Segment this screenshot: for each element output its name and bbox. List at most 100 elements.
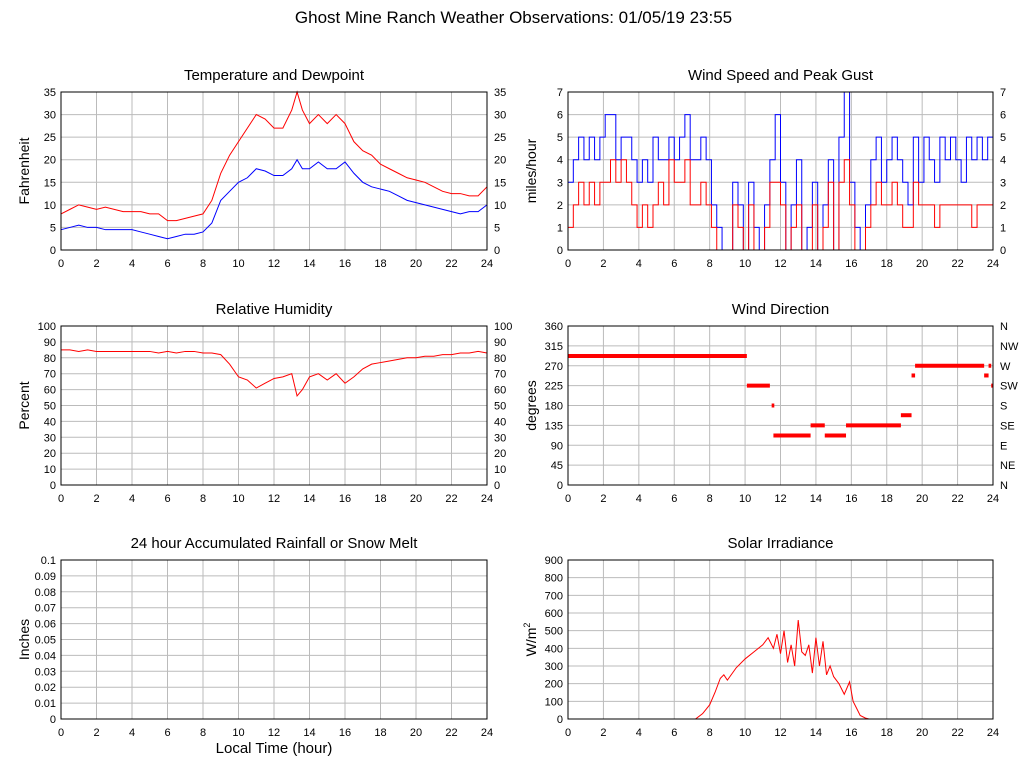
- y-tick-label: 900: [545, 555, 563, 567]
- plot-frame: [60, 559, 488, 720]
- x-tick-label: 24: [481, 493, 493, 505]
- y-tick-label: 0.01: [35, 698, 56, 710]
- y-right-direction-label: NE: [1000, 460, 1015, 472]
- x-tick-label: 22: [445, 727, 457, 739]
- solar-chart: 0 2 4 6 8 10 12 14 16 18 20 22 240100200300400500600…: [522, 535, 999, 739]
- y-tick-label: 0: [557, 245, 563, 257]
- x-tick-label: 8: [200, 727, 206, 739]
- y-tick-label: 300: [545, 661, 563, 673]
- y-tick-label: 15: [44, 177, 56, 189]
- x-tick-label: 4: [129, 493, 135, 505]
- y-tick-label: 225: [545, 381, 563, 393]
- temp-series-0-line: [60, 90, 488, 222]
- plot-frame: [567, 325, 994, 486]
- x-tick-label: 24: [987, 493, 999, 505]
- y-tick-label: 200: [545, 679, 563, 691]
- x-tick-label: 14: [303, 258, 315, 270]
- y-tick-label: 1: [557, 222, 563, 234]
- x-tick-label: 18: [881, 727, 893, 739]
- x-tick-label: 14: [810, 493, 822, 505]
- x-tick-label: 10: [232, 258, 244, 270]
- y-tick-label: 400: [545, 643, 563, 655]
- plot-frame: [567, 91, 994, 251]
- y-right-tick-label: 6: [1000, 110, 1006, 122]
- x-tick-label: 16: [339, 727, 351, 739]
- y-tick-label: 70: [44, 369, 56, 381]
- x-tick-label: 10: [232, 727, 244, 739]
- x-tick-label: 24: [987, 258, 999, 270]
- x-tick-label: 10: [739, 258, 751, 270]
- y-right-tick-label: 1: [1000, 222, 1006, 234]
- x-tick-label: 4: [129, 258, 135, 270]
- y-tick-label: 100: [545, 696, 563, 708]
- x-tick-label: 16: [845, 727, 857, 739]
- y-tick-label: 90: [44, 337, 56, 349]
- y-right-tick-label: 30: [494, 432, 506, 444]
- x-tick-label: 18: [374, 493, 386, 505]
- y-tick-label: 3: [557, 177, 563, 189]
- x-tick-label: 20: [916, 493, 928, 505]
- x-tick-label: 6: [164, 493, 170, 505]
- plot-frame: [60, 91, 488, 251]
- y-axis-label: Fahrenheit: [16, 137, 32, 204]
- y-right-tick-label: 15: [494, 177, 506, 189]
- page-title: Ghost Mine Ranch Weather Observations: 0…: [294, 8, 733, 27]
- x-tick-label: 8: [200, 493, 206, 505]
- y-right-tick-label: 25: [494, 132, 506, 144]
- x-tick-label: 2: [600, 727, 606, 739]
- chart-title: Wind Direction: [732, 301, 830, 318]
- y-tick-label: 180: [545, 401, 563, 413]
- x-tick-label: 0: [565, 493, 571, 505]
- y-tick-label: 30: [44, 432, 56, 444]
- x-tick-label: 12: [774, 258, 786, 270]
- chart-title: 24 hour Accumulated Rainfall or Snow Mel…: [131, 535, 419, 552]
- rain-chart: 0 2 4 6 8 10 12 14 16 18 20 22 2400.010.020.030.040.…: [16, 535, 493, 757]
- x-tick-label: 8: [707, 258, 713, 270]
- x-tick-label: 4: [636, 727, 642, 739]
- y-right-direction-label: E: [1000, 440, 1007, 452]
- y-tick-label: 700: [545, 590, 563, 602]
- y-tick-label: 40: [44, 416, 56, 428]
- y-tick-label: 0: [50, 714, 56, 726]
- y-tick-label: 2: [557, 200, 563, 212]
- y-tick-label: 270: [545, 361, 563, 373]
- y-tick-label: 6: [557, 110, 563, 122]
- chart-title: Wind Speed and Peak Gust: [688, 67, 874, 84]
- y-right-direction-label: N: [1000, 321, 1008, 333]
- y-tick-label: 4: [557, 155, 563, 167]
- x-tick-label: 24: [987, 727, 999, 739]
- x-tick-label: 22: [445, 258, 457, 270]
- y-tick-label: 90: [551, 440, 563, 452]
- y-right-tick-label: 90: [494, 337, 506, 349]
- x-tick-label: 14: [810, 258, 822, 270]
- y-tick-label: 50: [44, 401, 56, 413]
- x-tick-label: 20: [916, 727, 928, 739]
- x-tick-label: 2: [93, 258, 99, 270]
- x-tick-label: 0: [58, 493, 64, 505]
- y-right-tick-label: 2: [1000, 200, 1006, 212]
- y-tick-label: 20: [44, 448, 56, 460]
- x-tick-label: 10: [739, 493, 751, 505]
- y-tick-label: 0.05: [35, 635, 56, 647]
- y-tick-label: 80: [44, 353, 56, 365]
- x-tick-label: 14: [303, 493, 315, 505]
- x-tick-label: 12: [268, 493, 280, 505]
- x-tick-label: 18: [881, 493, 893, 505]
- x-tick-label: 10: [739, 727, 751, 739]
- x-tick-label: 20: [916, 258, 928, 270]
- y-right-tick-label: 70: [494, 369, 506, 381]
- x-tick-label: 8: [200, 258, 206, 270]
- y-tick-label: 0.02: [35, 682, 56, 694]
- y-right-tick-label: 3: [1000, 177, 1006, 189]
- x-axis-label: Local Time (hour): [216, 740, 333, 757]
- y-tick-label: 0: [50, 480, 56, 492]
- x-tick-label: 12: [268, 727, 280, 739]
- wind-chart: 0 2 4 6 8 10 12 14 16 18 20 22 240 01 12 23 34 45 56 67 7Win…: [523, 67, 1006, 270]
- y-right-tick-label: 10: [494, 200, 506, 212]
- solar-series-0-line: [568, 620, 993, 720]
- x-tick-label: 18: [374, 727, 386, 739]
- x-tick-label: 14: [303, 727, 315, 739]
- x-tick-label: 4: [636, 493, 642, 505]
- y-right-tick-label: 7: [1000, 87, 1006, 99]
- y-tick-label: 25: [44, 132, 56, 144]
